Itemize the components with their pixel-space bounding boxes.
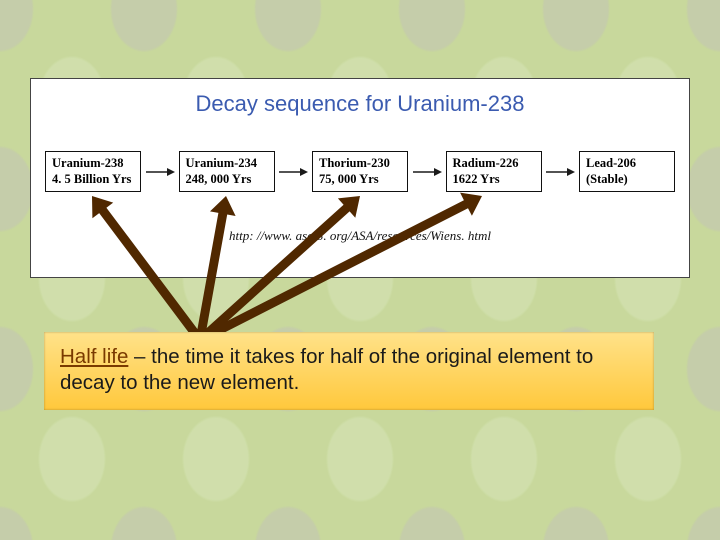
- chain-arrow: [145, 151, 175, 192]
- isotope-halflife: 248, 000 Yrs: [186, 172, 268, 188]
- panel-title: Decay sequence for Uranium-238: [39, 91, 681, 117]
- decay-chain: Uranium-238 4. 5 Billion Yrs Uranium-234…: [39, 151, 681, 192]
- isotope-node: Uranium-238 4. 5 Billion Yrs: [45, 151, 141, 192]
- isotope-halflife: 4. 5 Billion Yrs: [52, 172, 134, 188]
- arrow-right-icon: [412, 165, 442, 179]
- isotope-halflife: (Stable): [586, 172, 668, 188]
- arrow-right-icon: [278, 165, 308, 179]
- isotope-node: Thorium-230 75, 000 Yrs: [312, 151, 408, 192]
- isotope-node: Uranium-234 248, 000 Yrs: [179, 151, 275, 192]
- definition-text: – the time it takes for half of the orig…: [60, 345, 593, 394]
- chain-arrow: [278, 151, 308, 192]
- decay-panel: Decay sequence for Uranium-238 Uranium-2…: [30, 78, 690, 278]
- chain-arrow: [412, 151, 442, 192]
- isotope-halflife: 75, 000 Yrs: [319, 172, 401, 188]
- isotope-name: Lead-206: [586, 156, 668, 172]
- arrow-right-icon: [545, 165, 575, 179]
- arrow-right-icon: [145, 165, 175, 179]
- isotope-halflife: 1622 Yrs: [453, 172, 535, 188]
- isotope-node: Lead-206 (Stable): [579, 151, 675, 192]
- isotope-name: Uranium-234: [186, 156, 268, 172]
- chain-arrow: [545, 151, 575, 192]
- isotope-node: Radium-226 1622 Yrs: [446, 151, 542, 192]
- isotope-name: Uranium-238: [52, 156, 134, 172]
- isotope-name: Radium-226: [453, 156, 535, 172]
- citation-text: http: //www. asa 3. org/ASA/resources/Wi…: [39, 228, 681, 244]
- definition-box: Half life – the time it takes for half o…: [44, 332, 654, 410]
- isotope-name: Thorium-230: [319, 156, 401, 172]
- definition-term: Half life: [60, 345, 128, 368]
